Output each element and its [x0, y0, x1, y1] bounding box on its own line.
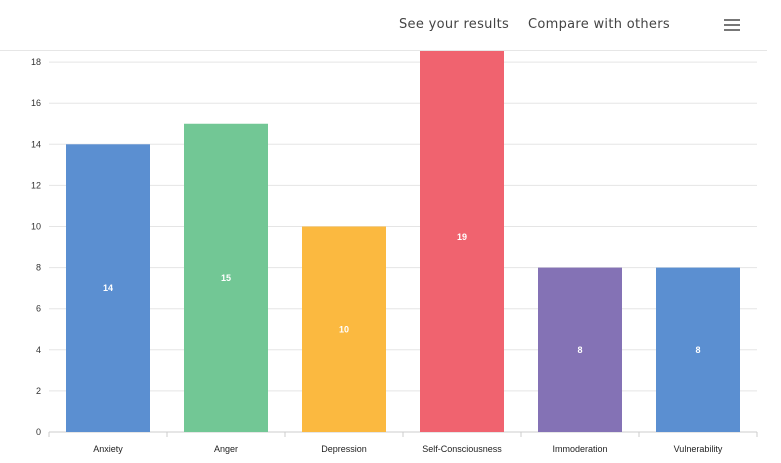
y-tick-label: 8: [36, 263, 41, 273]
bar: [66, 144, 150, 433]
x-tick-label: Anger: [214, 444, 238, 454]
y-tick-label: 14: [31, 139, 41, 149]
data-label: 15: [221, 273, 231, 283]
bar: [420, 50, 504, 432]
x-tick-label: Immoderation: [552, 444, 607, 454]
top-navigation-bar: See your results Compare with others: [0, 0, 767, 51]
bar: [656, 267, 740, 432]
y-tick-label: 16: [31, 98, 41, 108]
y-tick-label: 6: [36, 304, 41, 314]
bar: [538, 267, 622, 432]
data-label: 8: [695, 345, 700, 355]
x-tick-label: Depression: [321, 444, 367, 454]
x-tick-label: Anxiety: [93, 444, 123, 454]
y-tick-label: 0: [36, 427, 41, 437]
x-tick-label: Vulnerability: [674, 444, 723, 454]
compare-with-others-link[interactable]: Compare with others: [528, 17, 670, 32]
y-tick-label: 2: [36, 386, 41, 396]
data-label: 10: [339, 324, 349, 334]
y-tick-label: 18: [31, 57, 41, 67]
y-tick-label: 12: [31, 180, 41, 190]
bar: [184, 123, 268, 432]
y-tick-label: 10: [31, 222, 41, 232]
bar: [302, 226, 386, 432]
y-tick-label: 4: [36, 345, 41, 355]
hamburger-menu-icon[interactable]: [724, 19, 740, 31]
data-label: 8: [577, 345, 582, 355]
data-label: 14: [103, 283, 113, 293]
data-label: 19: [457, 232, 467, 242]
see-your-results-link[interactable]: See your results: [399, 17, 510, 32]
x-tick-label: Self-Consciousness: [422, 444, 502, 454]
